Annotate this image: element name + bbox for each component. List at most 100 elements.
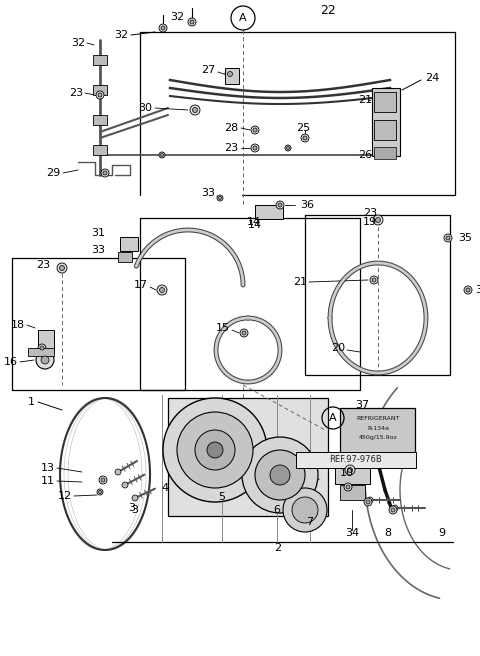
Text: 32: 32 bbox=[71, 38, 85, 48]
Text: 8: 8 bbox=[384, 528, 392, 538]
Circle shape bbox=[253, 128, 257, 132]
Bar bbox=[38, 330, 54, 352]
Circle shape bbox=[446, 236, 450, 240]
Text: 21: 21 bbox=[293, 277, 307, 287]
Circle shape bbox=[366, 500, 370, 504]
Circle shape bbox=[190, 105, 200, 115]
Circle shape bbox=[188, 18, 196, 26]
Text: A: A bbox=[329, 413, 337, 423]
Circle shape bbox=[192, 108, 197, 112]
Text: 16: 16 bbox=[4, 357, 18, 367]
Circle shape bbox=[389, 506, 397, 514]
Text: 23: 23 bbox=[363, 208, 377, 218]
Bar bbox=[296, 452, 416, 468]
Text: 28: 28 bbox=[224, 123, 238, 133]
Circle shape bbox=[287, 146, 289, 150]
Text: A: A bbox=[239, 13, 247, 23]
Circle shape bbox=[301, 134, 309, 142]
Circle shape bbox=[466, 288, 470, 292]
Text: 29: 29 bbox=[46, 168, 60, 178]
Bar bbox=[340, 485, 365, 500]
Text: 4: 4 bbox=[161, 483, 168, 493]
Text: 35: 35 bbox=[475, 285, 480, 295]
Text: 31: 31 bbox=[91, 228, 105, 238]
Text: 37: 37 bbox=[355, 400, 369, 410]
Circle shape bbox=[159, 287, 165, 293]
Text: 10: 10 bbox=[340, 468, 354, 478]
Circle shape bbox=[132, 495, 138, 501]
Circle shape bbox=[122, 482, 128, 488]
Circle shape bbox=[159, 152, 165, 158]
Text: 27: 27 bbox=[201, 65, 215, 75]
Circle shape bbox=[372, 278, 376, 282]
Text: 32: 32 bbox=[170, 12, 184, 22]
Circle shape bbox=[160, 154, 164, 157]
Text: 14: 14 bbox=[248, 220, 262, 230]
Circle shape bbox=[240, 329, 248, 337]
Circle shape bbox=[97, 489, 103, 495]
Bar bbox=[28, 348, 54, 356]
Circle shape bbox=[255, 450, 305, 500]
Bar bbox=[225, 68, 239, 84]
Circle shape bbox=[444, 234, 452, 242]
Bar bbox=[255, 205, 283, 219]
Bar bbox=[93, 85, 107, 95]
Text: 3: 3 bbox=[131, 505, 138, 515]
Circle shape bbox=[285, 145, 291, 151]
Text: 11: 11 bbox=[41, 476, 55, 486]
Text: 33: 33 bbox=[201, 188, 215, 198]
Text: 6: 6 bbox=[274, 505, 280, 515]
Bar bbox=[335, 462, 370, 484]
Bar bbox=[93, 55, 107, 65]
Text: 26: 26 bbox=[358, 150, 372, 160]
Text: 24: 24 bbox=[425, 73, 439, 83]
Circle shape bbox=[276, 201, 284, 209]
Bar bbox=[340, 408, 415, 463]
Circle shape bbox=[98, 93, 102, 97]
Text: 34: 34 bbox=[345, 528, 359, 538]
Circle shape bbox=[391, 508, 395, 512]
Circle shape bbox=[251, 126, 259, 134]
Circle shape bbox=[98, 491, 101, 493]
Bar bbox=[374, 120, 396, 140]
Text: 15: 15 bbox=[216, 323, 230, 333]
Text: 23: 23 bbox=[224, 143, 238, 153]
Circle shape bbox=[242, 331, 246, 335]
Circle shape bbox=[60, 266, 64, 270]
Circle shape bbox=[270, 465, 290, 485]
Text: 3: 3 bbox=[128, 503, 135, 513]
Circle shape bbox=[101, 169, 109, 177]
Circle shape bbox=[101, 478, 105, 482]
Text: 20: 20 bbox=[331, 343, 345, 353]
Circle shape bbox=[161, 26, 165, 30]
Circle shape bbox=[163, 398, 267, 502]
Circle shape bbox=[346, 485, 350, 489]
Text: 450g/15.9oz: 450g/15.9oz bbox=[359, 436, 397, 440]
Text: 7: 7 bbox=[306, 517, 313, 527]
Circle shape bbox=[36, 351, 54, 369]
Circle shape bbox=[367, 497, 373, 503]
Circle shape bbox=[96, 91, 104, 99]
Circle shape bbox=[218, 197, 221, 199]
Circle shape bbox=[348, 468, 352, 472]
Circle shape bbox=[195, 430, 235, 470]
Circle shape bbox=[364, 498, 372, 506]
Circle shape bbox=[345, 465, 355, 475]
Text: 17: 17 bbox=[134, 280, 148, 290]
Circle shape bbox=[303, 136, 307, 140]
Circle shape bbox=[38, 344, 46, 352]
Circle shape bbox=[344, 483, 352, 491]
Circle shape bbox=[370, 276, 378, 284]
Text: 23: 23 bbox=[36, 260, 50, 270]
Text: 18: 18 bbox=[11, 320, 25, 330]
Bar bbox=[93, 115, 107, 125]
Circle shape bbox=[228, 72, 232, 77]
Text: 30: 30 bbox=[138, 103, 152, 113]
Text: 35: 35 bbox=[458, 233, 472, 243]
Circle shape bbox=[251, 144, 259, 152]
Circle shape bbox=[41, 356, 49, 364]
Text: 33: 33 bbox=[91, 245, 105, 255]
Text: REFRIGERANT: REFRIGERANT bbox=[356, 415, 400, 420]
Text: 36: 36 bbox=[300, 200, 314, 210]
Circle shape bbox=[157, 285, 167, 295]
